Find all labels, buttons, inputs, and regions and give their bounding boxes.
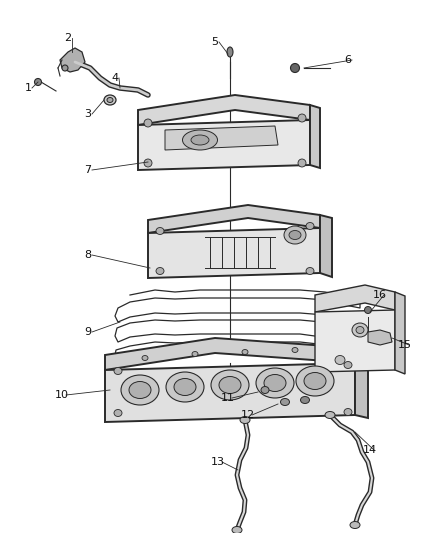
Polygon shape — [138, 120, 310, 170]
Polygon shape — [395, 292, 405, 374]
Text: 16: 16 — [373, 290, 387, 300]
Ellipse shape — [356, 327, 364, 334]
Ellipse shape — [256, 368, 294, 398]
Ellipse shape — [296, 366, 334, 396]
Ellipse shape — [344, 361, 352, 368]
Ellipse shape — [350, 521, 360, 529]
Ellipse shape — [121, 375, 159, 405]
Ellipse shape — [104, 95, 116, 105]
Ellipse shape — [352, 323, 368, 337]
Ellipse shape — [306, 222, 314, 230]
Ellipse shape — [298, 159, 306, 167]
Polygon shape — [310, 105, 320, 168]
Ellipse shape — [280, 399, 290, 406]
Ellipse shape — [62, 65, 68, 71]
Polygon shape — [148, 228, 320, 278]
Text: 12: 12 — [241, 410, 255, 420]
Text: 3: 3 — [85, 109, 92, 119]
Ellipse shape — [232, 527, 242, 533]
Ellipse shape — [227, 47, 233, 57]
Ellipse shape — [144, 159, 152, 167]
Ellipse shape — [344, 408, 352, 416]
Ellipse shape — [183, 130, 218, 150]
Text: 7: 7 — [85, 165, 92, 175]
Polygon shape — [315, 310, 395, 372]
Ellipse shape — [306, 268, 314, 274]
Polygon shape — [315, 285, 395, 312]
Ellipse shape — [364, 306, 371, 313]
Polygon shape — [60, 48, 85, 72]
Text: 8: 8 — [85, 250, 92, 260]
Ellipse shape — [142, 356, 148, 360]
Text: 1: 1 — [25, 83, 32, 93]
Ellipse shape — [284, 226, 306, 244]
Ellipse shape — [290, 63, 300, 72]
Polygon shape — [105, 338, 355, 370]
Ellipse shape — [174, 378, 196, 395]
Text: 11: 11 — [221, 393, 235, 403]
Polygon shape — [138, 95, 310, 125]
Ellipse shape — [191, 135, 209, 145]
Polygon shape — [105, 363, 355, 422]
Ellipse shape — [242, 350, 248, 354]
Text: 4: 4 — [111, 73, 119, 83]
Ellipse shape — [335, 356, 345, 365]
Polygon shape — [320, 215, 332, 277]
Ellipse shape — [144, 119, 152, 127]
Ellipse shape — [156, 268, 164, 274]
Ellipse shape — [240, 416, 250, 424]
Ellipse shape — [166, 372, 204, 402]
Text: 5: 5 — [212, 37, 219, 47]
Ellipse shape — [325, 411, 335, 418]
Text: 6: 6 — [345, 55, 352, 65]
Text: 2: 2 — [64, 33, 71, 43]
Ellipse shape — [261, 386, 269, 393]
Ellipse shape — [219, 376, 241, 393]
Polygon shape — [355, 348, 368, 418]
Text: 14: 14 — [363, 445, 377, 455]
Ellipse shape — [35, 78, 42, 85]
Ellipse shape — [107, 98, 113, 102]
Ellipse shape — [192, 351, 198, 357]
Polygon shape — [368, 330, 392, 345]
Ellipse shape — [300, 397, 310, 403]
Ellipse shape — [292, 348, 298, 352]
Ellipse shape — [289, 230, 301, 239]
Text: 15: 15 — [398, 340, 412, 350]
Polygon shape — [165, 126, 278, 150]
Ellipse shape — [156, 228, 164, 235]
Ellipse shape — [114, 367, 122, 375]
Ellipse shape — [264, 375, 286, 392]
Ellipse shape — [211, 370, 249, 400]
Ellipse shape — [304, 373, 326, 390]
Text: 10: 10 — [55, 390, 69, 400]
Ellipse shape — [114, 409, 122, 416]
Polygon shape — [148, 205, 320, 233]
Ellipse shape — [129, 382, 151, 399]
Text: 13: 13 — [211, 457, 225, 467]
Ellipse shape — [298, 114, 306, 122]
Text: 9: 9 — [85, 327, 92, 337]
